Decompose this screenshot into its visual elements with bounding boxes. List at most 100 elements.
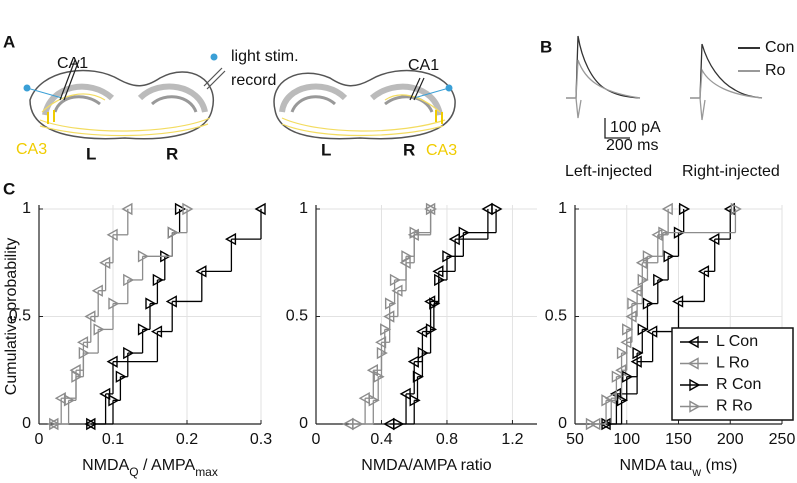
point-marker: [622, 323, 634, 336]
point-marker: [434, 273, 446, 287]
x-axis-label: NMDA tauw (ms): [619, 457, 737, 479]
legend-label: R Con: [716, 376, 761, 393]
point-marker: [491, 202, 503, 216]
point-marker: [616, 346, 629, 360]
y-tick-label: 1: [22, 200, 31, 217]
region-label: CA1: [57, 55, 88, 72]
point-marker: [254, 202, 266, 216]
point-marker: [106, 228, 118, 241]
legend-record-icon: [203, 67, 223, 87]
point-marker: [108, 394, 120, 407]
side-label: L: [86, 144, 96, 163]
x-axis-label-part: (ms): [701, 457, 737, 474]
point-marker: [409, 394, 421, 407]
point-marker: [115, 370, 127, 383]
x-tick-label: 250: [769, 431, 796, 448]
x-tick-label: 0: [35, 431, 44, 448]
point-marker: [375, 336, 387, 349]
y-tick-label: 0.5: [545, 308, 567, 325]
point-marker: [391, 284, 403, 297]
side-label: L: [321, 140, 331, 159]
y-tick-label: 0: [299, 415, 308, 432]
legend-marker: [689, 400, 701, 413]
point-marker: [663, 250, 675, 263]
side-label: R: [403, 140, 415, 159]
point-marker: [389, 273, 402, 287]
hippocampus-right: [273, 69, 456, 140]
scale-label: 100 pA: [610, 119, 661, 136]
x-axis-label: NMDAQ / AMPAmax: [82, 457, 218, 479]
x-axis-label-part: NMDA: [82, 457, 129, 474]
point-marker: [458, 226, 470, 239]
light-stim-dot: [445, 84, 453, 92]
point-marker: [412, 370, 424, 383]
point-marker: [442, 250, 454, 263]
point-marker: [123, 273, 135, 287]
point-marker: [376, 346, 388, 360]
x-tick-label: 0.3: [250, 431, 272, 448]
x-tick-label: 100: [613, 431, 640, 448]
point-marker: [91, 284, 103, 297]
point-marker: [224, 232, 237, 246]
point-marker: [601, 394, 613, 407]
point-marker: [678, 202, 691, 216]
x-axis-label-part: max: [195, 465, 218, 479]
point-marker: [646, 325, 658, 338]
point-marker: [585, 417, 597, 431]
point-marker: [730, 202, 742, 216]
panel-label: C: [3, 179, 15, 198]
point-marker: [432, 265, 444, 278]
point-marker: [145, 297, 157, 310]
caption: Right-injected: [682, 163, 780, 180]
point-marker: [150, 325, 163, 338]
panel-label: B: [540, 37, 552, 56]
y-tick-label: 0: [558, 415, 567, 432]
point-marker: [49, 417, 61, 431]
x-tick-label: 200: [717, 431, 744, 448]
point-marker: [399, 387, 411, 401]
y-tick-label: 1: [299, 200, 308, 217]
point-marker: [611, 370, 623, 383]
scale-label: 200 ms: [606, 137, 658, 154]
point-marker: [93, 323, 105, 336]
x-axis-label: NMDA/AMPA ratio: [361, 457, 492, 474]
y-axis-label: Cumulative probability: [3, 238, 20, 395]
x-tick-label: 150: [665, 431, 692, 448]
point-marker: [99, 256, 111, 269]
x-tick-label: 0.8: [436, 431, 458, 448]
point-marker: [123, 346, 135, 360]
legend-text: record: [231, 72, 276, 89]
point-marker: [429, 297, 441, 310]
point-marker: [642, 250, 654, 263]
region-label: CA3: [426, 142, 457, 159]
point-marker: [137, 250, 150, 263]
point-marker: [137, 323, 150, 336]
point-marker: [76, 336, 89, 349]
point-marker: [637, 273, 649, 287]
x-tick-label: 1.2: [501, 431, 523, 448]
y-tick-label: 0: [22, 415, 31, 432]
point-marker: [708, 232, 720, 246]
traces: [566, 35, 763, 139]
point-marker: [108, 297, 120, 310]
point-marker: [152, 273, 164, 287]
panel-label: A: [3, 32, 15, 51]
x-tick-label: 50: [566, 431, 584, 448]
x-axis-label-part: Q: [129, 465, 138, 479]
point-marker: [99, 387, 111, 401]
point-marker: [697, 265, 710, 278]
point-marker: [401, 250, 413, 263]
point-marker: [380, 323, 392, 336]
legend-text: Con: [765, 39, 794, 56]
point-marker: [723, 202, 735, 216]
y-tick-label: 0.5: [286, 308, 308, 325]
point-marker: [637, 323, 649, 336]
light-stim-dot: [23, 84, 31, 92]
x-axis-label-part: NMDA tau: [619, 457, 692, 474]
point-marker: [63, 394, 76, 407]
point-marker: [373, 370, 385, 383]
x-tick-label: 0.2: [176, 431, 198, 448]
point-marker: [352, 417, 364, 431]
point-marker: [393, 417, 405, 431]
